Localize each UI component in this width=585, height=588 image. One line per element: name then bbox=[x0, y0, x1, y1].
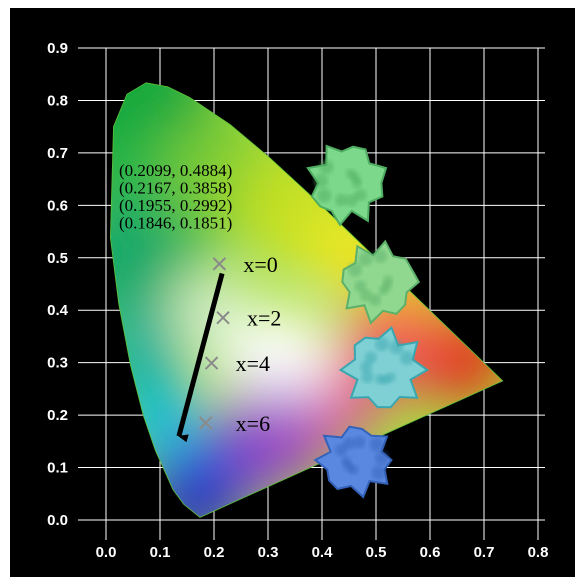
crystal-texture bbox=[354, 280, 367, 293]
x-tick-label: 0.7 bbox=[474, 544, 495, 561]
marker-stroke bbox=[198, 416, 213, 430]
crystal-texture bbox=[400, 350, 414, 365]
coordinate-label: (0.1955, 0.2992) bbox=[119, 196, 232, 215]
crystal-texture bbox=[382, 275, 393, 286]
crystal-texture bbox=[361, 371, 374, 384]
x-tick-label: 0.6 bbox=[420, 544, 441, 561]
data-point-marker bbox=[216, 310, 230, 325]
y-tick-label: 0.7 bbox=[47, 145, 68, 162]
crystal-texture bbox=[335, 444, 348, 456]
locus-outline bbox=[109, 82, 504, 518]
crystal-image bbox=[338, 326, 430, 409]
y-tick-label: 0.8 bbox=[47, 92, 68, 109]
y-tick-label: 0.3 bbox=[47, 355, 68, 372]
y-tick-label: 0.5 bbox=[47, 250, 68, 267]
coordinate-labels: (0.2099, 0.4884)(0.2167, 0.3858)(0.1955,… bbox=[119, 161, 232, 233]
crystal-texture bbox=[335, 194, 348, 206]
y-tick-label: 0.2 bbox=[47, 407, 68, 424]
y-tick-label: 0.0 bbox=[47, 512, 68, 529]
crystal-texture bbox=[314, 174, 329, 188]
y-tick-label: 0.6 bbox=[47, 197, 68, 214]
x-tick-label: 0.8 bbox=[528, 544, 549, 561]
data-point-label: x=6 bbox=[236, 411, 270, 436]
data-point-label: x=0 bbox=[243, 252, 277, 277]
crystal-texture bbox=[348, 464, 359, 475]
crystal-texture bbox=[364, 351, 377, 364]
crystal-texture bbox=[369, 293, 382, 306]
crystal-texture bbox=[359, 289, 372, 302]
tick-labels: 0.0 0.1 0.2 0.3 0.4 0.5 0.6 0.7 0.8 0.0 0.1 0.2 0.3 0… bbox=[47, 40, 548, 561]
coordinate-label: (0.2167, 0.3858) bbox=[119, 179, 232, 198]
crystal-texture bbox=[343, 437, 356, 450]
crystal-texture bbox=[374, 451, 389, 466]
y-tick-label: 0.1 bbox=[47, 460, 68, 477]
x-tick-label: 0.1 bbox=[150, 544, 171, 561]
data-point-label: x=4 bbox=[236, 351, 270, 376]
crystal-texture bbox=[389, 340, 404, 355]
x-tick-label: 0.2 bbox=[204, 544, 225, 561]
crystal-texture bbox=[360, 360, 373, 373]
trend-arrow bbox=[176, 272, 225, 443]
crystal-image bbox=[306, 144, 388, 227]
crystal-image bbox=[341, 239, 421, 325]
crystal-texture bbox=[354, 189, 367, 202]
crystal-texture bbox=[358, 252, 373, 267]
crystal-texture bbox=[369, 437, 384, 452]
data-point-label: x=2 bbox=[247, 306, 281, 331]
crystal-texture bbox=[317, 188, 332, 203]
crystal-image bbox=[313, 425, 393, 499]
marker-stroke bbox=[216, 310, 230, 325]
coordinate-label: (0.2099, 0.4884) bbox=[119, 161, 232, 180]
crystal-texture bbox=[375, 337, 389, 352]
crystal-texture bbox=[371, 465, 386, 480]
trend-arrow-group bbox=[176, 272, 225, 443]
data-points: x=0 x=2 x=4 x=6 bbox=[198, 252, 281, 436]
data-point-marker bbox=[204, 356, 219, 370]
crystal-texture bbox=[348, 262, 363, 277]
marker-stroke bbox=[212, 257, 227, 271]
y-tick-label: 0.9 bbox=[47, 40, 68, 57]
crystal-texture bbox=[345, 194, 358, 207]
crystal-texture bbox=[319, 160, 334, 175]
crystal-texture bbox=[345, 168, 356, 179]
x-tick-label: 0.5 bbox=[366, 544, 387, 561]
crystal-images bbox=[306, 144, 430, 499]
color-patch bbox=[110, 197, 183, 318]
marker-stroke bbox=[204, 356, 219, 370]
crystal-texture bbox=[373, 249, 388, 264]
x-tick-label: 0.3 bbox=[258, 544, 279, 561]
crystal-texture bbox=[385, 372, 396, 383]
x-tick-label: 0.0 bbox=[96, 544, 117, 561]
crystal-texture bbox=[353, 436, 366, 449]
coordinate-label: (0.1846, 0.1851) bbox=[119, 214, 232, 233]
x-tick-label: 0.4 bbox=[312, 544, 334, 561]
y-tick-label: 0.4 bbox=[47, 302, 69, 319]
data-point-marker bbox=[212, 257, 227, 271]
data-point-marker bbox=[198, 416, 213, 430]
